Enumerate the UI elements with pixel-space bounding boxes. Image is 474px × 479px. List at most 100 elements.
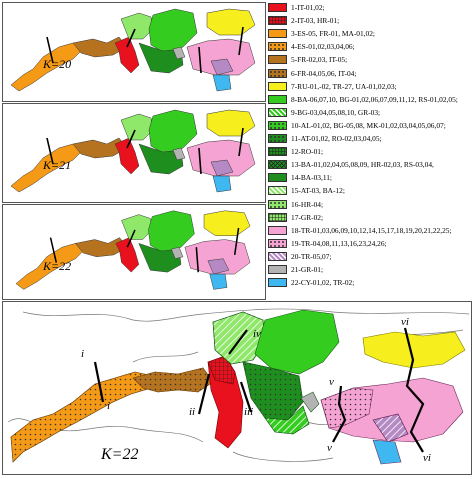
legend-item: 5-FR-02,03, IT-05; (268, 54, 347, 65)
barrier-line (238, 127, 244, 157)
barrier-line (238, 26, 244, 56)
map-panel-k21: K=21 (2, 103, 266, 203)
cluster-region (114, 36, 140, 74)
legend-swatch (268, 212, 287, 222)
legend-item: 3-ES-05, FR-01, MA-01,02; (268, 28, 375, 39)
cluster-region (120, 113, 154, 141)
legend-label: 13-BA-01,02,04,05,08,09, HR-02,03, RS-03… (291, 160, 434, 170)
cluster-region (172, 147, 186, 161)
cluster-region (115, 237, 140, 273)
cluster-region (148, 8, 198, 54)
legend-item: 9-BG-03,04,05,08,10, GR-03; (268, 107, 380, 118)
legend-swatch (268, 147, 287, 157)
barrier-label-ii: ii (189, 406, 196, 418)
barrier-line (198, 147, 202, 175)
cluster-region (206, 8, 256, 36)
legend-label: 5-FR-02,03, IT-05; (291, 55, 348, 65)
legend-item: 7-RU-01,-02, TR-27, UA-01,02,03; (268, 81, 397, 92)
legend-item: 4-ES-01,02,03,04,06; (268, 41, 355, 52)
legend-item: 19-TR-04,08,11,13,16,23,24,26; (268, 238, 387, 249)
legend-swatch (268, 265, 287, 274)
legend-item: 22-CY-01,02, TR-02; (268, 277, 354, 288)
map-k22-small (15, 210, 251, 290)
barrier-line (126, 229, 136, 248)
legend-item: 2-IT-03, HR-01; (268, 15, 339, 26)
legend-label: 22-CY-01,02, TR-02; (291, 278, 355, 288)
cluster-region (138, 42, 184, 74)
legend-item: 13-BA-01,02,04,05,08,09, HR-02,03, RS-03… (268, 159, 434, 170)
legend-item: 11-AT-01,02, RO-02,03,04,05; (268, 133, 382, 144)
legend-swatch (268, 107, 287, 117)
barrier-label-i-top: i (81, 348, 85, 360)
cluster-region (172, 46, 186, 60)
cluster-region (212, 175, 232, 193)
legend-label: 7-RU-01,-02, TR-27, UA-01,02,03; (291, 81, 397, 91)
legend-label: 8-BA-06,07,10, BG-01,02,06,07,09,11,12, … (291, 94, 458, 104)
cluster-region (138, 242, 182, 273)
legend-swatch (268, 3, 287, 12)
legend-label: 15-AT-03, BA-12; (291, 186, 345, 196)
legend-item: 20-TR-05,07; (268, 251, 331, 262)
map-panel-k22-large: K=22 i i ii iii iv v v vi vi (2, 301, 472, 475)
region-anatolia (320, 377, 464, 465)
legend-label: 19-TR-04,08,11,13,16,23,24,26; (291, 238, 387, 248)
region-east (362, 331, 466, 369)
cluster-region (121, 214, 153, 240)
barrier-label-iv: iv (253, 328, 261, 340)
legend-swatch (268, 199, 287, 209)
legend-label: 18-TR-01,03,06,09,10,12,14,15,17,18,19,2… (291, 225, 452, 235)
barrier-label-v-top: v (329, 376, 334, 388)
map-k21 (10, 109, 256, 193)
legend-item: 14-BA-03,11; (268, 172, 332, 183)
legend-swatch (268, 81, 287, 91)
legend-swatch (268, 238, 287, 248)
k22-small-label: K=22 (43, 259, 72, 273)
cluster-region (203, 210, 251, 236)
legend-swatch (268, 186, 287, 196)
barrier-line (46, 137, 54, 165)
legend-label: 4-ES-01,02,03,04,06; (291, 42, 355, 52)
legend-swatch (268, 134, 287, 143)
legend-swatch (268, 55, 287, 65)
legend-label: 10-AL-01,02, BG-05,08, MK-01,02,03,04,05… (291, 120, 446, 130)
map-panel-k22-small: K=22 (2, 204, 266, 300)
barriers (93, 327, 425, 453)
legend-label: 17-GR-02; (291, 212, 324, 222)
legend-item: 12-RO-01; (268, 146, 323, 157)
legend-swatch (268, 29, 287, 39)
barrier-line (195, 247, 200, 273)
legend-item: 1-IT-01,02; (268, 2, 325, 13)
region-italy (207, 355, 244, 449)
legend-label: 2-IT-03, HR-01; (291, 16, 340, 26)
barrier-line (198, 46, 202, 74)
legend-item: 16-HR-04; (268, 199, 323, 210)
cluster-region (171, 246, 184, 259)
k20-label: K=20 (43, 57, 72, 71)
legend-label: 9-BG-03,04,05,08,10, GR-03; (291, 107, 381, 117)
legend-label: 3-ES-05, FR-01, MA-01,02; (291, 29, 375, 39)
cluster-region (114, 137, 140, 175)
map-k22-large (7, 308, 470, 465)
barrier-line (126, 28, 136, 48)
barrier-label-iii: iii (244, 406, 254, 418)
legend-swatch (268, 173, 287, 183)
legend-label: 1-IT-01,02; (291, 3, 325, 12)
k21-label: K=21 (43, 158, 72, 172)
large-map-k-label: K=22 (101, 446, 139, 463)
legend-label: 12-RO-01; (291, 147, 324, 157)
legend-swatch (268, 120, 287, 130)
map-panel-k20: K=20 (2, 2, 266, 102)
cluster-region (212, 74, 232, 92)
legend-label: 11-AT-01,02, RO-02,03,04,05; (291, 134, 382, 143)
legend-item: 10-AL-01,02, BG-05,08, MK-01,02,03,04,05… (268, 120, 446, 131)
legend-item: 18-TR-01,03,06,09,10,12,14,15,17,18,19,2… (268, 225, 452, 236)
cluster-region (148, 109, 198, 155)
legend-item: 15-AT-03, BA-12; (268, 185, 345, 196)
legend-label: 16-HR-04; (291, 199, 324, 209)
legend-swatch (268, 225, 287, 235)
legend-swatch (268, 68, 287, 78)
legend-swatch (268, 16, 287, 26)
cluster-region (120, 12, 154, 40)
legend-swatch (268, 42, 287, 52)
barrier-line (49, 237, 58, 263)
